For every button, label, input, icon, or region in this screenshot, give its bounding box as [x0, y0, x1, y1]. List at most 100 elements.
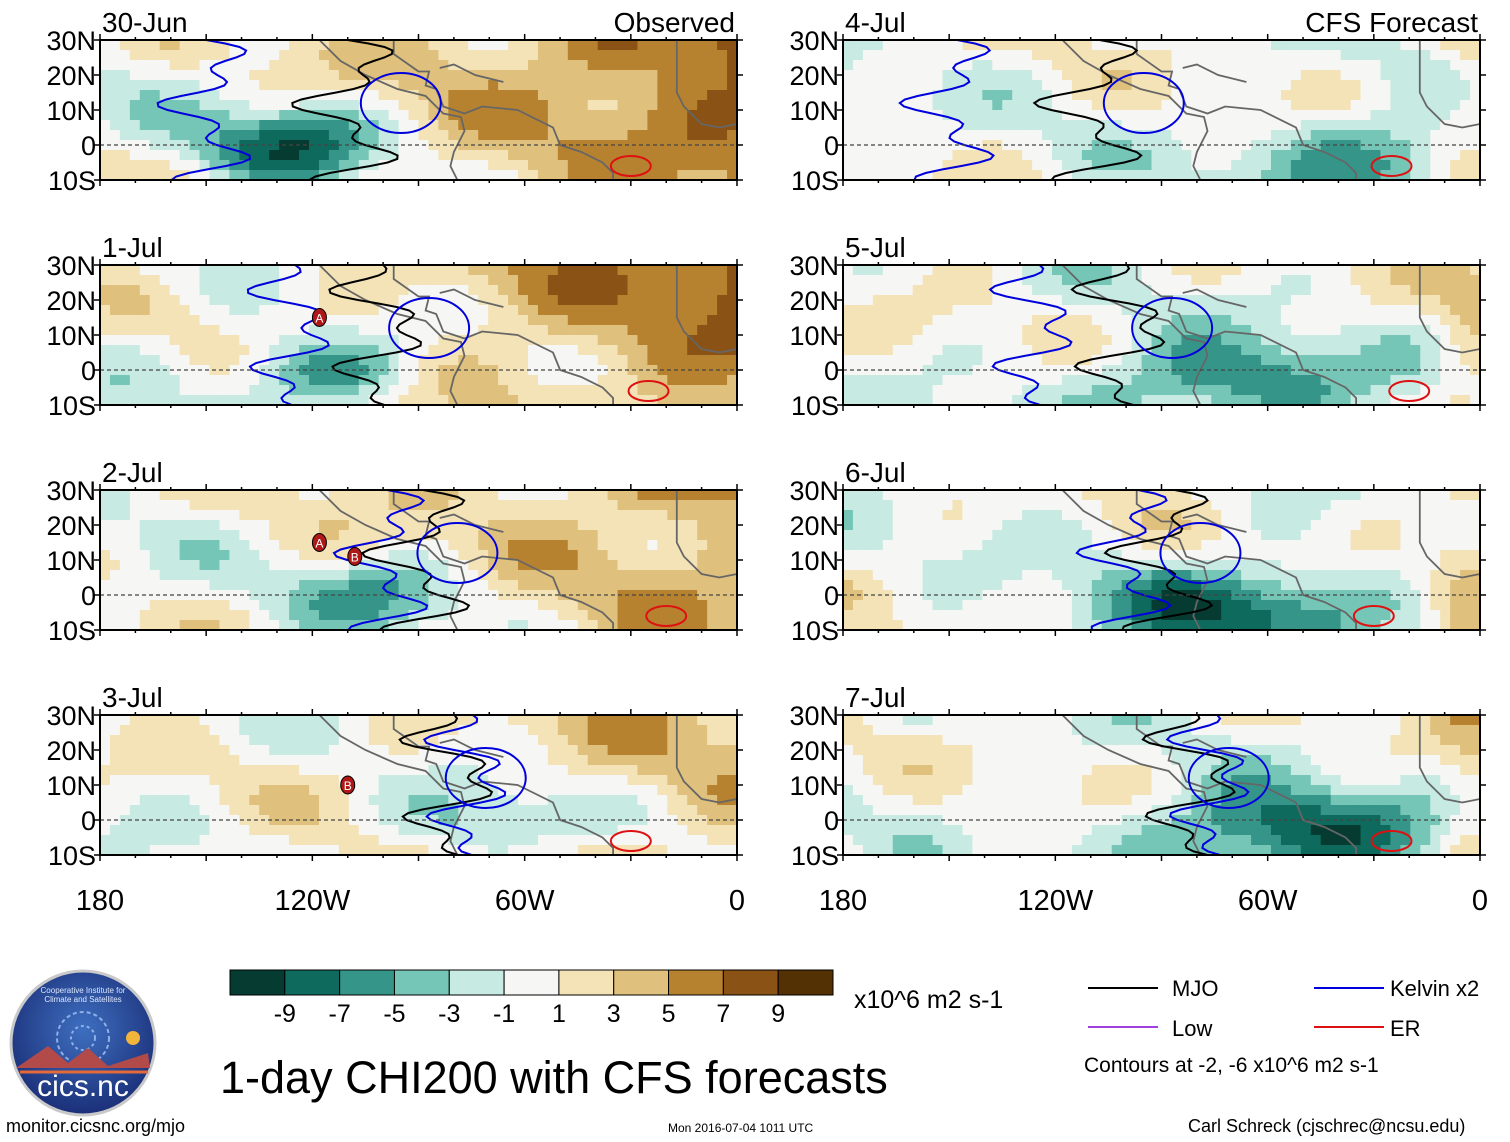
field-cell: [537, 735, 549, 746]
field-cell: [852, 50, 864, 61]
field-cell: [1032, 60, 1043, 71]
field-cell: [952, 395, 964, 405]
field-cell: [448, 520, 459, 531]
field-cell: [1270, 110, 1282, 121]
storm-label: A: [315, 312, 323, 326]
field-cell: [119, 130, 131, 141]
field-cell: [259, 745, 270, 756]
field-cell: [229, 490, 240, 501]
field-cell: [149, 765, 161, 776]
field-cell: [269, 570, 280, 581]
field-cell: [992, 60, 1003, 71]
field-cell: [189, 745, 201, 756]
field-cell: [587, 90, 599, 101]
field-cell: [109, 345, 121, 356]
field-cell: [567, 540, 579, 551]
field-cell: [199, 70, 211, 81]
field-cell: [498, 845, 509, 855]
field-cell: [667, 745, 678, 756]
field-cell: [199, 600, 211, 611]
field-cell: [677, 295, 688, 306]
field-cell: [229, 345, 240, 356]
field-cell: [717, 845, 728, 855]
field-cell: [348, 385, 360, 396]
field-cell: [179, 40, 191, 51]
field-cell: [179, 285, 191, 296]
field-cell: [438, 385, 449, 396]
field-cell: [428, 40, 439, 51]
field-cell: [1380, 80, 1392, 91]
field-cell: [697, 530, 708, 541]
field-cell: [498, 295, 509, 306]
field-cell: [687, 295, 698, 306]
field-cell: [1032, 80, 1043, 91]
field-cell: [1231, 170, 1242, 180]
lat-label: 10S: [48, 841, 96, 871]
field-cell: [139, 70, 151, 81]
field-cell: [289, 805, 300, 816]
field-cell: [637, 580, 649, 591]
field-cell: [1470, 170, 1480, 180]
field-cell: [1032, 130, 1043, 141]
field-cell: [219, 170, 230, 180]
field-cell: [239, 530, 250, 541]
field-cell: [1380, 130, 1392, 141]
field-cell: [259, 560, 270, 571]
field-cell: [647, 785, 658, 796]
field-cell: [378, 745, 390, 756]
field-cell: [1071, 70, 1083, 81]
field-cell: [1270, 140, 1282, 151]
field-cell: [627, 120, 639, 131]
field-cell: [717, 510, 728, 521]
field-cell: [1071, 60, 1083, 71]
field-cell: [508, 70, 519, 81]
field-cell: [159, 500, 171, 511]
coastline: [439, 288, 504, 308]
field-cell: [309, 60, 320, 71]
field-cell: [199, 560, 211, 571]
field-cell: [448, 550, 459, 561]
field-cell: [189, 725, 201, 736]
field-cell: [717, 530, 728, 541]
field-cell: [587, 295, 599, 306]
field-cell: [587, 160, 599, 171]
field-cell: [498, 715, 509, 726]
lat-label: 20N: [46, 736, 96, 766]
field-cell: [179, 540, 191, 551]
field-cell: [557, 845, 569, 855]
field-cell: [488, 395, 499, 405]
field-cell: [597, 580, 609, 591]
field-cell: [159, 550, 171, 561]
field-cell: [418, 785, 430, 796]
field-cell: [647, 510, 658, 521]
field-cell: [179, 385, 191, 396]
field-cell: [687, 365, 698, 376]
field-cell: [1280, 150, 1292, 161]
field-cell: [518, 275, 529, 286]
field-cell: [912, 50, 924, 61]
field-cell: [1360, 110, 1372, 121]
field-cell: [139, 295, 151, 306]
field-cell: [169, 795, 181, 806]
field-cell: [607, 610, 619, 621]
field-cell: [488, 315, 499, 326]
field-cell: [408, 510, 420, 521]
field-cell: [358, 500, 370, 511]
field-cell: [428, 490, 439, 501]
field-cell: [398, 825, 410, 836]
field-cell: [547, 305, 559, 316]
field-cell: [468, 285, 479, 296]
field-cell: [892, 335, 904, 346]
field-cell: [687, 530, 698, 541]
field-cell: [279, 265, 290, 276]
field-cell: [567, 845, 579, 855]
field-cell: [179, 520, 191, 531]
field-cell: [508, 715, 519, 726]
field-cell: [209, 80, 221, 91]
field-cell: [159, 835, 171, 846]
field-cell: [239, 805, 250, 816]
field-cell: [418, 265, 430, 276]
field-cell: [717, 560, 728, 571]
field-cell: [100, 110, 111, 121]
field-cell: [597, 540, 609, 551]
